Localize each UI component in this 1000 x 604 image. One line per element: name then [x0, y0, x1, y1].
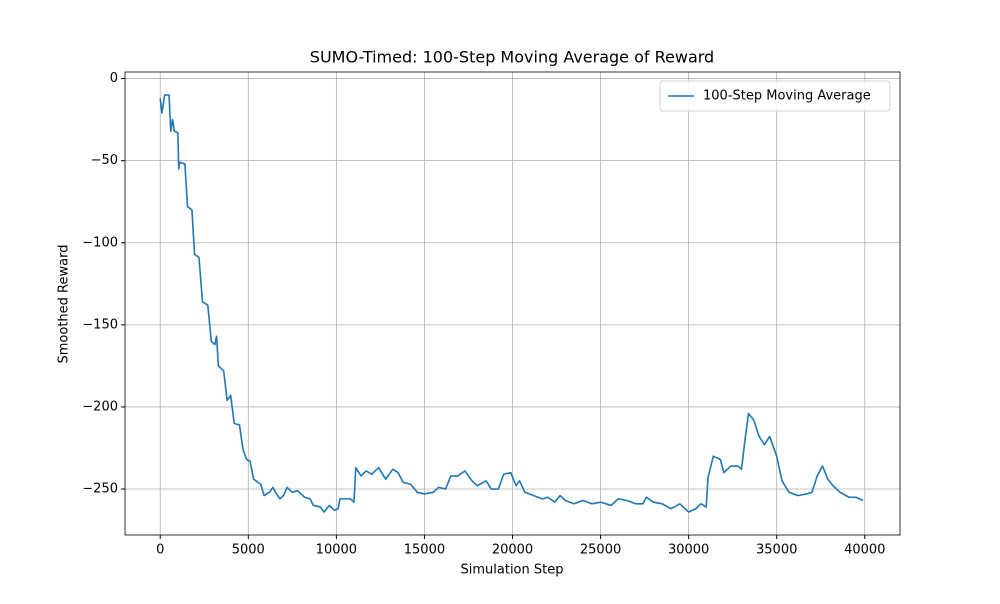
y-tick-label: −250 — [82, 482, 118, 497]
plot-frame — [124, 71, 901, 536]
x-tick-label: 15000 — [404, 543, 445, 558]
x-axis-label: Simulation Step — [461, 563, 564, 578]
y-tick-label: −100 — [82, 235, 118, 250]
y-tick-label: −200 — [82, 399, 118, 414]
x-tick-label: 20000 — [492, 543, 533, 558]
y-tick-label: −50 — [91, 153, 118, 168]
x-tick-label: 40000 — [844, 543, 885, 558]
x-tick-label: 35000 — [756, 543, 797, 558]
y-axis-label: Smoothed Reward — [57, 245, 72, 364]
x-tick-label: 0 — [156, 543, 164, 558]
chart-title: SUMO-Timed: 100-Step Moving Average of R… — [310, 48, 714, 67]
y-tick-label: −150 — [82, 317, 118, 332]
x-tick-label: 10000 — [316, 543, 357, 558]
x-tick-label: 30000 — [668, 543, 709, 558]
y-tick-label: 0 — [110, 71, 118, 86]
data-line — [159, 94, 864, 513]
x-tick-label: 5000 — [232, 543, 265, 558]
legend-box — [659, 80, 891, 112]
x-tick-label: 25000 — [580, 543, 621, 558]
legend-label: 100-Step Moving Average — [703, 89, 871, 104]
